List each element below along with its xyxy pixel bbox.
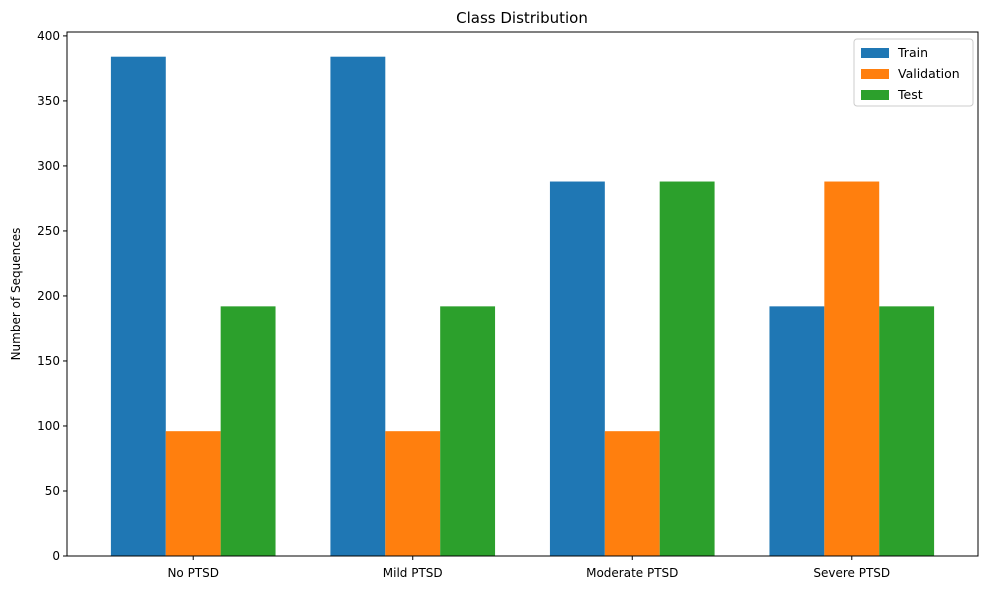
x-tick-label: No PTSD — [167, 566, 219, 580]
y-tick-label: 350 — [37, 94, 60, 108]
legend-label-test: Test — [897, 87, 923, 102]
y-axis-label: Number of Sequences — [9, 228, 23, 361]
bar-train-no-ptsd — [110, 56, 166, 556]
y-tick-label: 100 — [37, 419, 60, 433]
y-tick-label: 250 — [37, 224, 60, 238]
legend-label-train: Train — [897, 45, 928, 60]
legend-swatch-train — [861, 48, 889, 58]
bar-test-severe-ptsd — [879, 306, 935, 556]
y-tick-label: 300 — [37, 159, 60, 173]
bar-train-severe-ptsd — [769, 306, 825, 556]
x-tick-label: Mild PTSD — [383, 566, 443, 580]
bar-train-moderate-ptsd — [549, 181, 605, 556]
y-tick-label: 0 — [52, 549, 60, 563]
bar-test-moderate-ptsd — [659, 181, 715, 556]
bar-test-no-ptsd — [220, 306, 276, 556]
chart-title: Class Distribution — [456, 9, 588, 27]
legend: Train Validation Test — [853, 38, 974, 107]
bar-validation-moderate-ptsd — [604, 431, 660, 556]
plot-frame — [66, 31, 979, 557]
legend-swatch-test — [861, 90, 889, 100]
ticks-layer: 0 50 100 150 200 250 300 350 400 No PTSD Mild PTSD… — [37, 29, 890, 580]
y-tick-label: 150 — [37, 354, 60, 368]
bar-validation-mild-ptsd — [385, 431, 441, 556]
x-tick-label: Moderate PTSD — [586, 566, 678, 580]
y-tick-label: 400 — [37, 29, 60, 43]
y-tick-label: 50 — [45, 484, 60, 498]
bar-test-mild-ptsd — [440, 306, 496, 556]
legend-label-validation: Validation — [898, 66, 960, 81]
bar-validation-severe-ptsd — [824, 181, 880, 556]
bar-train-mild-ptsd — [330, 56, 386, 556]
bar-validation-no-ptsd — [165, 431, 221, 556]
legend-swatch-validation — [861, 69, 889, 79]
x-tick-label: Severe PTSD — [813, 566, 890, 580]
y-tick-label: 200 — [37, 289, 60, 303]
bars-layer — [110, 56, 935, 556]
